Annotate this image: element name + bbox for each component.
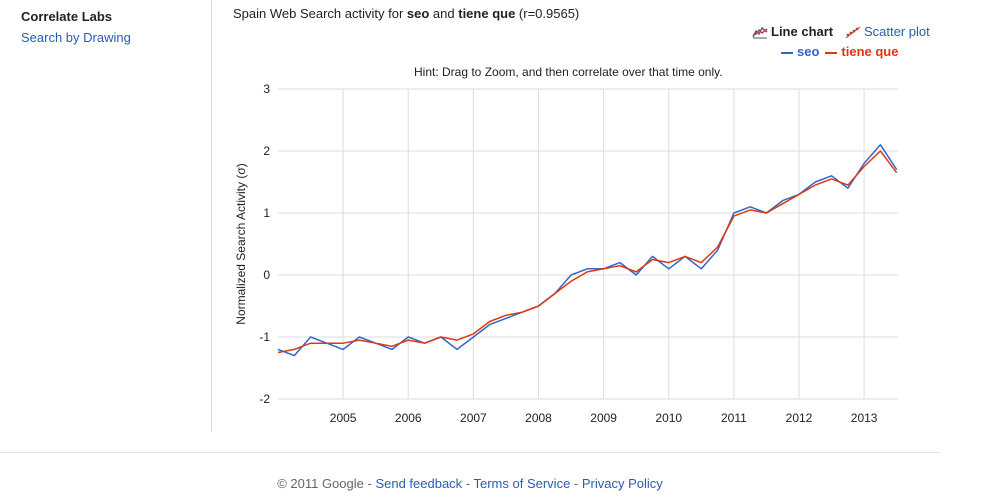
chart-title: Spain Web Search activity for seo and ti… <box>233 6 579 21</box>
x-tick-label: 2012 <box>786 411 813 425</box>
x-tick-label: 2005 <box>330 411 357 425</box>
line-chart-icon <box>752 26 768 38</box>
footer-divider <box>0 452 940 453</box>
y-axis-label: Normalized Search Activity (σ) <box>234 163 248 324</box>
x-tick-label: 2006 <box>395 411 422 425</box>
x-tick-label: 2011 <box>721 411 747 425</box>
line-chart-label: Line chart <box>771 24 834 39</box>
title-term-seo: seo <box>406 6 430 21</box>
legend-label-tiene-que: tiene que <box>841 44 899 59</box>
terms-of-service-link[interactable]: Terms of Service <box>473 476 571 491</box>
scatter-plot-icon <box>845 26 861 38</box>
search-by-drawing-link[interactable]: Search by Drawing <box>21 30 131 45</box>
series-line-seo <box>277 144 898 357</box>
title-correlation: (r=0.9565) <box>515 6 580 21</box>
title-and: and <box>429 6 459 21</box>
footer-sep: - <box>363 476 376 491</box>
series-line-tiene-que <box>277 150 898 354</box>
x-tick-label: 2007 <box>460 411 487 425</box>
scatter-plot-toggle[interactable]: Scatter plot <box>845 24 930 39</box>
footer-sep: - <box>570 476 582 491</box>
legend-swatch-tiene-que <box>825 51 838 54</box>
legend-item-tiene-que: tiene que <box>825 44 898 59</box>
y-tick-label: -1 <box>259 330 270 344</box>
y-tick-label: -2 <box>259 392 270 406</box>
footer-sep: - <box>462 476 474 491</box>
footer-copyright: © 2011 Google <box>277 476 364 491</box>
y-tick-label: 3 <box>263 82 270 96</box>
legend-label-seo: seo <box>797 44 820 59</box>
y-tick-label: 1 <box>263 206 270 220</box>
privacy-policy-link[interactable]: Privacy Policy <box>581 476 663 491</box>
x-tick-label: 2013 <box>851 411 878 425</box>
zoom-hint: Hint: Drag to Zoom, and then correlate o… <box>414 65 723 79</box>
scatter-plot-label: Scatter plot <box>864 24 930 39</box>
line-chart-toggle[interactable]: Line chart <box>752 24 833 39</box>
y-tick-label: 2 <box>263 144 270 158</box>
x-tick-label: 2010 <box>655 411 682 425</box>
x-tick-label: 2008 <box>525 411 552 425</box>
line-chart[interactable]: 3 2 1 0 -1 -2 2005 2006 2007 2008 2009 2010 2011 2012… <box>225 75 915 440</box>
y-tick-label: 0 <box>263 268 270 282</box>
footer: © 2011 Google - Send feedback - Terms of… <box>0 476 940 491</box>
title-prefix: Spain Web Search activity for <box>233 6 407 21</box>
legend-item-seo: seo <box>781 44 819 59</box>
chart-legend: seo tiene que <box>781 44 904 59</box>
x-tick-label: 2009 <box>590 411 617 425</box>
sidebar: Correlate Labs Search by Drawing <box>0 0 212 432</box>
legend-swatch-seo <box>781 51 793 54</box>
title-term-tiene-que: tiene que <box>458 6 516 21</box>
brand-title: Correlate Labs <box>21 9 113 24</box>
send-feedback-link[interactable]: Send feedback <box>375 476 463 491</box>
